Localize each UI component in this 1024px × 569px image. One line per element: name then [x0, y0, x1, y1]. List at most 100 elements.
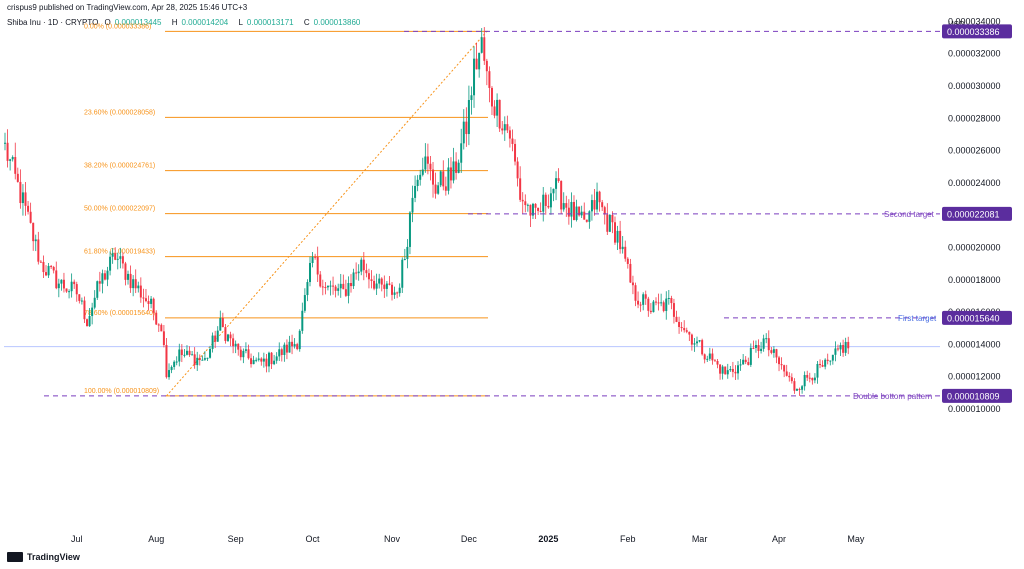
candle-body	[144, 298, 147, 302]
candle-body	[524, 201, 527, 206]
candle-body	[80, 300, 83, 302]
candle-body	[419, 174, 422, 180]
candle-body	[652, 301, 655, 313]
fib-level-label: 61.80% (0.000019433)	[84, 249, 155, 256]
candle-body	[308, 262, 311, 283]
candle-body	[278, 349, 281, 357]
fib-level-label: 23.60% (0.000028058)	[84, 109, 155, 116]
candle-body	[603, 207, 606, 215]
candle-body	[634, 285, 637, 301]
candle-body	[585, 219, 588, 222]
candle-body	[778, 357, 781, 365]
candle-body	[283, 344, 286, 355]
candle-body	[270, 352, 273, 365]
candle-body	[678, 321, 681, 327]
candle-body	[457, 162, 460, 173]
candle-body	[306, 282, 309, 296]
candle-body	[519, 178, 522, 200]
candle-body	[27, 205, 30, 212]
candle-body	[91, 307, 94, 317]
candle-body	[434, 184, 437, 194]
candle-body	[729, 368, 732, 371]
candle-body	[288, 341, 291, 353]
candle-body	[198, 357, 201, 361]
ohlc-low: L 0.000013171	[238, 18, 297, 27]
candle-body	[239, 349, 242, 358]
target-label: Double bottom pattern	[853, 392, 932, 401]
ohlc-high-value: 0.000014204	[181, 18, 229, 27]
candle-body	[83, 300, 86, 320]
candle-body	[214, 335, 217, 342]
candle-body	[19, 181, 22, 204]
candle-body	[296, 344, 299, 350]
candle-body	[760, 348, 763, 351]
fib-trend-line	[166, 30, 488, 397]
candle-body	[416, 179, 419, 186]
candle-body	[201, 359, 204, 361]
candle-body	[580, 211, 583, 216]
candle-body	[116, 258, 119, 260]
candle-body	[483, 37, 486, 61]
candle-body	[21, 192, 24, 204]
candle-body	[185, 350, 188, 355]
candle-body	[132, 279, 135, 289]
target-label: Second target	[884, 210, 935, 219]
x-tick-label: Oct	[306, 534, 321, 544]
candle-body	[444, 186, 447, 191]
candle-body	[180, 349, 183, 356]
candle-body	[647, 298, 650, 311]
candle-body	[173, 361, 176, 367]
candle-body	[698, 340, 701, 342]
candle-body	[655, 301, 658, 303]
candle-body	[65, 288, 68, 292]
candle-body	[275, 356, 278, 361]
candle-body	[570, 201, 573, 217]
candle-body	[506, 124, 509, 131]
candle-body	[326, 285, 329, 288]
candle-body	[339, 283, 342, 289]
candle-body	[24, 192, 27, 206]
candle-body	[401, 259, 404, 288]
candle-body	[537, 207, 540, 211]
candle-body	[373, 280, 376, 289]
candle-body	[819, 363, 822, 366]
tradingview-brand-label: TradingView	[27, 552, 80, 562]
candle-body	[547, 205, 550, 208]
candle-body	[803, 374, 806, 387]
target-price-badge	[942, 310, 1012, 325]
x-tick-label: Apr	[772, 534, 786, 544]
candle-body	[155, 312, 158, 325]
candle-body	[801, 386, 804, 390]
candle-body	[834, 348, 837, 355]
candle-body	[4, 142, 6, 144]
candle-body	[375, 283, 378, 289]
candle-body	[637, 300, 640, 305]
candle-body	[439, 171, 442, 186]
fib-level-label: 0.00% (0.000033386)	[84, 23, 151, 30]
candle-body	[142, 297, 145, 299]
candle-body	[624, 246, 627, 259]
candle-body	[432, 169, 435, 185]
candle-body	[790, 377, 793, 382]
candle-body	[757, 345, 760, 351]
candle-body	[352, 272, 355, 287]
candle-body	[265, 358, 268, 367]
candle-body	[37, 239, 40, 262]
candle-body	[747, 362, 750, 365]
candle-body	[839, 344, 842, 350]
candle-body	[770, 350, 773, 353]
candle-body	[127, 273, 130, 280]
candle-body	[378, 278, 381, 284]
candle-body	[783, 365, 786, 372]
candle-body	[478, 52, 481, 70]
candle-body	[644, 294, 647, 299]
symbol-title: Shiba Inu · 1D · CRYPTO	[7, 18, 99, 27]
candle-body	[337, 288, 340, 291]
y-tick-label: 0.000014000	[948, 339, 1001, 349]
candle-body	[150, 298, 153, 304]
candle-body	[567, 207, 570, 217]
ohlc-low-label: L	[238, 18, 243, 27]
y-tick-label: 0.000024000	[948, 178, 1001, 188]
candle-body	[737, 365, 740, 374]
